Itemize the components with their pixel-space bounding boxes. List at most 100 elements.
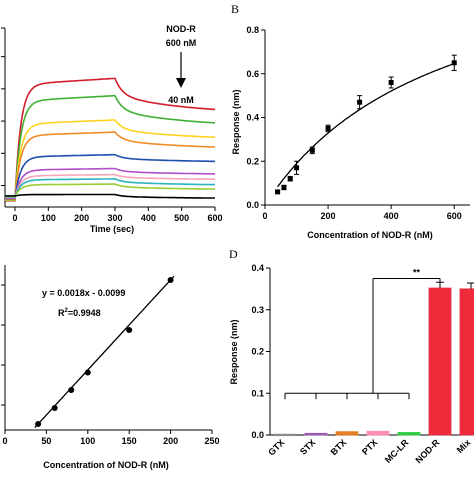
panel-b-point-5 bbox=[325, 125, 331, 131]
panel-b-y-tick-label-1: 0.2 bbox=[246, 156, 259, 166]
panel-c-point-1 bbox=[51, 405, 58, 411]
panel-d-bar-stx bbox=[304, 432, 328, 436]
panel-c-point-5 bbox=[167, 277, 174, 283]
panel-b-x-tick-label-600: 600 bbox=[447, 211, 462, 221]
panel-c-x-tick-label-50: 50 bbox=[41, 436, 51, 446]
panel-c-x-ticks: 0 50 100 150 200 250 bbox=[2, 430, 220, 446]
panel-a-curve-6 bbox=[5, 173, 216, 199]
panel-a-curve-8 bbox=[5, 183, 215, 198]
panel-b-point-1 bbox=[281, 185, 287, 190]
panel-c-x-label: Concentration of NOD-R (nM) bbox=[43, 460, 168, 470]
panel-b-x-tick-label-200: 200 bbox=[321, 211, 336, 221]
panel-a-curve-9 bbox=[5, 193, 215, 199]
panel-b-y-tick-label-2: 0.4 bbox=[246, 113, 259, 123]
panel-a-annotation-bottom: 40 nM bbox=[168, 95, 194, 105]
panel-a-x-tick-label-200: 200 bbox=[74, 213, 89, 223]
panel-b-fit-curve bbox=[277, 62, 455, 188]
panel-a-sensorgram: 0 100 200 300 400 500 600 Time (sec) NOD-R 600… bbox=[1, 24, 223, 234]
panel-b-y-tick-label-4: 0.8 bbox=[246, 25, 259, 35]
panel-a-annotation-mid: 600 nM bbox=[166, 38, 197, 48]
panel-a-curve-3 bbox=[5, 131, 215, 200]
panel-d-y-tick-label-3: 0.3 bbox=[251, 305, 264, 315]
panel-d-x-tick-labels: GTX STX BTX PTX MC-LR NOD-R Mix bbox=[266, 437, 472, 465]
panel-b-x-label: Concentration of NOD-R (nM) bbox=[307, 230, 432, 240]
panel-c-y-ticks bbox=[1, 284, 5, 406]
panel-a-curve-4 bbox=[5, 153, 216, 200]
panel-a-x-tick-label-400: 400 bbox=[141, 213, 156, 223]
panel-b-y-ticks: 0.0 0.2 0.4 0.6 0.8 bbox=[246, 25, 265, 210]
panel-c-x-tick-label-0: 0 bbox=[2, 436, 7, 446]
panel-a-curve-1 bbox=[5, 94, 216, 201]
panel-a-annotation-top: NOD-R bbox=[166, 24, 196, 34]
panel-a-x-tick-label-500: 500 bbox=[174, 213, 189, 223]
panel-b-point-4 bbox=[309, 147, 315, 153]
panel-d-bars bbox=[273, 281, 474, 437]
panel-c-fit-line bbox=[34, 275, 175, 428]
panel-c-point-3 bbox=[84, 369, 91, 376]
panel-d-bar-btx bbox=[335, 431, 359, 436]
panel-c-x-tick-label-100: 100 bbox=[80, 436, 95, 446]
panel-a-curve-5 bbox=[5, 167, 215, 199]
panel-a-y-ticks bbox=[1, 27, 5, 187]
panel-b-point-7 bbox=[388, 80, 394, 85]
panel-d-bar-mc-lr bbox=[397, 432, 421, 436]
panel-d-y-ticks: 0.0 0.1 0.2 0.3 0.4 bbox=[251, 263, 270, 440]
panel-c-x-tick-label-250: 250 bbox=[204, 436, 219, 446]
panel-d-x-tick-label-nod-r: NOD-R bbox=[413, 437, 441, 465]
panel-d-bar-nod-r bbox=[428, 287, 452, 436]
panel-c-point-2 bbox=[68, 387, 75, 393]
panel-b-point-8 bbox=[451, 60, 457, 66]
panel-d-significance-bracket: ** bbox=[284, 267, 441, 400]
panel-d-bar-mix bbox=[459, 288, 474, 436]
panel-b-point-0 bbox=[275, 189, 281, 195]
panel-b-point-2 bbox=[287, 176, 293, 182]
panel-b-y-label: Response (nm) bbox=[231, 89, 241, 154]
panel-a-x-ticks: 0 100 200 300 400 500 600 bbox=[12, 207, 223, 223]
panel-c-point-0 bbox=[35, 421, 42, 427]
panel-b-x-tick-label-0: 0 bbox=[262, 211, 267, 221]
panel-d-specificity: D Response (nm) 0.0 0.1 0.2 0.3 0.4 GTX STX BT… bbox=[229, 247, 474, 465]
panel-d-letter: D bbox=[229, 247, 238, 261]
panel-a-x-label: Time (sec) bbox=[90, 224, 134, 234]
panel-d-bar-ptx bbox=[366, 430, 390, 436]
panel-b-point-3 bbox=[294, 165, 300, 171]
panel-a-x-tick-label-100: 100 bbox=[41, 213, 56, 223]
panel-b-x-ticks: 0 200 400 600 bbox=[262, 205, 462, 221]
panel-b-y-tick-label-3: 0.6 bbox=[246, 69, 259, 79]
panel-d-y-label: Response (nm) bbox=[229, 319, 239, 384]
panel-d-significance-label: ** bbox=[413, 267, 421, 277]
panel-c-equation: y = 0.0018x - 0.0099 bbox=[42, 288, 125, 298]
panel-c-r-squared: R2=0.9948 bbox=[58, 308, 101, 318]
panel-d-bar-gtx bbox=[273, 433, 297, 437]
panel-a-curve-7 bbox=[5, 178, 215, 198]
panel-c-x-tick-label-150: 150 bbox=[122, 436, 137, 446]
panel-a-arrow-head bbox=[176, 78, 186, 88]
panel-a-x-tick-label-600: 600 bbox=[207, 213, 222, 223]
panel-d-y-tick-label-4: 0.4 bbox=[251, 263, 264, 273]
panel-d-x-tick-label-gtx: GTX bbox=[266, 437, 286, 457]
panel-b-x-tick-label-400: 400 bbox=[384, 211, 399, 221]
panel-d-y-tick-label-1: 0.1 bbox=[251, 388, 264, 398]
panel-d-x-tick-label-ptx: PTX bbox=[360, 437, 379, 456]
panel-b-y-tick-label-0: 0.0 bbox=[246, 200, 259, 210]
panel-a-curve-0 bbox=[5, 77, 215, 202]
panel-a-curve-2 bbox=[5, 119, 215, 201]
panel-a-x-tick-label-300: 300 bbox=[107, 213, 122, 223]
panel-d-x-tick-label-mix: Mix bbox=[455, 437, 473, 455]
panel-b-binding-curve: B Response (nm) 0.0 0.2 0.4 0.6 0.8 0 200 400 6… bbox=[231, 2, 470, 240]
panel-a-x-tick-label-0: 0 bbox=[12, 213, 17, 223]
panel-d-y-tick-label-2: 0.2 bbox=[251, 347, 264, 357]
panel-d-x-tick-label-stx: STX bbox=[298, 437, 317, 456]
panel-d-x-tick-label-mc-lr: MC-LR bbox=[383, 437, 411, 465]
panel-b-plot bbox=[275, 54, 457, 195]
panel-c-plot bbox=[34, 275, 175, 428]
panel-d-x-tick-label-btx: BTX bbox=[329, 437, 349, 457]
panel-c-calibration: 0 50 100 150 200 250 y = 0.0018x - 0.0099 R2=… bbox=[1, 265, 220, 470]
panel-a-curves bbox=[5, 77, 216, 202]
panel-c-point-4 bbox=[126, 327, 133, 333]
panel-c-x-tick-label-200: 200 bbox=[163, 436, 178, 446]
panel-d-y-tick-label-0: 0.0 bbox=[251, 430, 264, 440]
panel-b-point-6 bbox=[357, 99, 363, 105]
